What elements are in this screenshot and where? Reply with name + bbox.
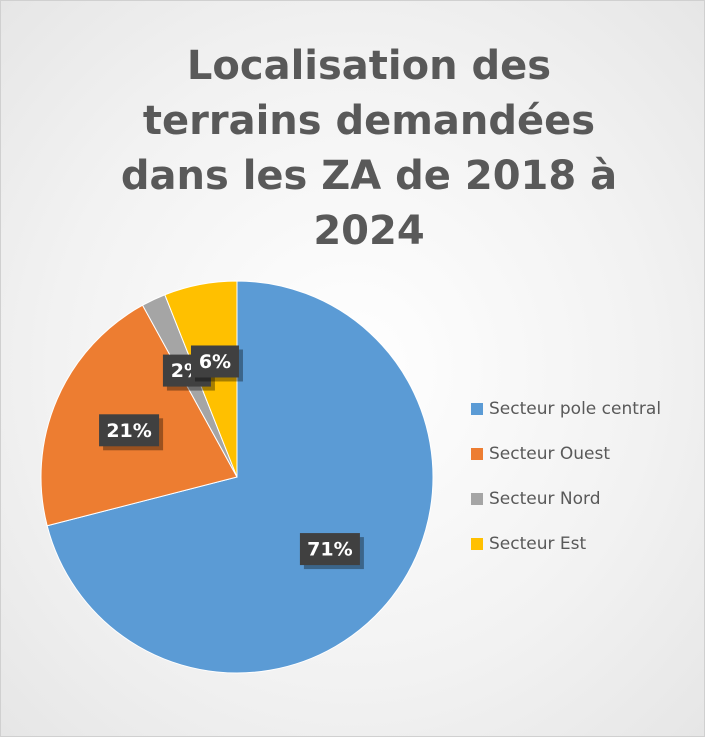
- data-label-box: [99, 414, 160, 447]
- data-label-box: [190, 345, 239, 378]
- legend-swatch: [471, 448, 483, 460]
- legend-label: Secteur Est: [489, 534, 586, 554]
- data-label: 21%: [106, 420, 151, 442]
- data-label: 6%: [199, 351, 231, 373]
- data-label: 71%: [307, 539, 352, 561]
- legend-label: Secteur Nord: [489, 489, 601, 509]
- legend-swatch: [471, 493, 483, 505]
- pie-slice: [46, 280, 434, 674]
- legend-label: Secteur Ouest: [489, 444, 610, 464]
- chart-title: Localisation des terrains demandées dans…: [120, 43, 618, 254]
- legend-swatch: [471, 538, 483, 550]
- legend-label: Secteur pole central: [489, 399, 661, 419]
- legend-swatch: [471, 403, 483, 415]
- data-label-box: [299, 533, 360, 566]
